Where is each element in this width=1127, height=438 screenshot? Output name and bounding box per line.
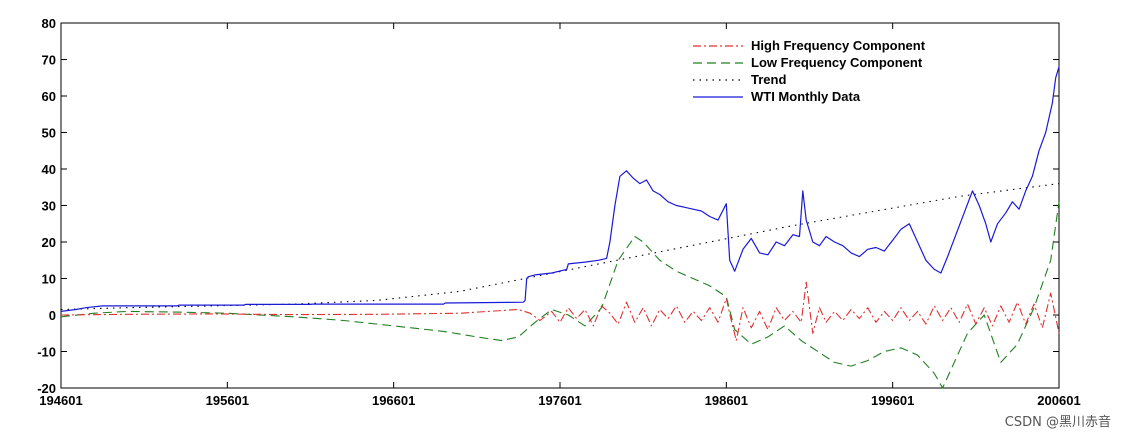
legend-label: Trend bbox=[751, 72, 786, 87]
y-tick-label: 20 bbox=[42, 235, 56, 250]
series-layer bbox=[60, 66, 1060, 389]
watermark: CSDN @黑川赤音 bbox=[1004, 415, 1111, 430]
y-tick-label: 50 bbox=[42, 126, 56, 141]
y-tick-label: 70 bbox=[42, 53, 56, 68]
x-tick-label: 195601 bbox=[206, 393, 249, 408]
y-tick-label: 30 bbox=[42, 199, 56, 214]
y-tick-label: 60 bbox=[42, 89, 56, 104]
y-tick-label: 40 bbox=[42, 162, 56, 177]
x-tick-label: 199601 bbox=[871, 393, 914, 408]
y-tick-label: -20 bbox=[37, 381, 56, 396]
x-tick-label: 196601 bbox=[372, 393, 415, 408]
series-line-wti-monthly-data bbox=[60, 66, 1060, 312]
legend: High Frequency Component Low Frequency Co… bbox=[693, 38, 926, 104]
series-line-low-frequency-component bbox=[60, 201, 1060, 389]
series-line-high-frequency-component bbox=[60, 281, 1060, 342]
legend-label: Low Frequency Component bbox=[751, 55, 923, 70]
x-tick-label: 198601 bbox=[705, 393, 748, 408]
y-tick-label: 0 bbox=[49, 308, 56, 323]
x-tick-label: 197601 bbox=[538, 393, 581, 408]
y-tick-label: 80 bbox=[42, 16, 56, 31]
y-tick-label: 10 bbox=[42, 272, 56, 287]
x-axis: 194601 195601 196601 197601 198601 199601 2006… bbox=[39, 23, 1081, 408]
y-tick-label: -10 bbox=[37, 345, 56, 360]
x-tick-label: 194601 bbox=[39, 393, 82, 408]
legend-label: WTI Monthly Data bbox=[751, 89, 861, 104]
series-line-trend bbox=[60, 183, 1060, 311]
x-tick-label: 200601 bbox=[1037, 393, 1080, 408]
y-axis: -20 -10 0 10 20 30 40 50 60 70 80 bbox=[37, 16, 1059, 396]
plot-area bbox=[60, 22, 1060, 389]
legend-label: High Frequency Component bbox=[751, 38, 926, 53]
